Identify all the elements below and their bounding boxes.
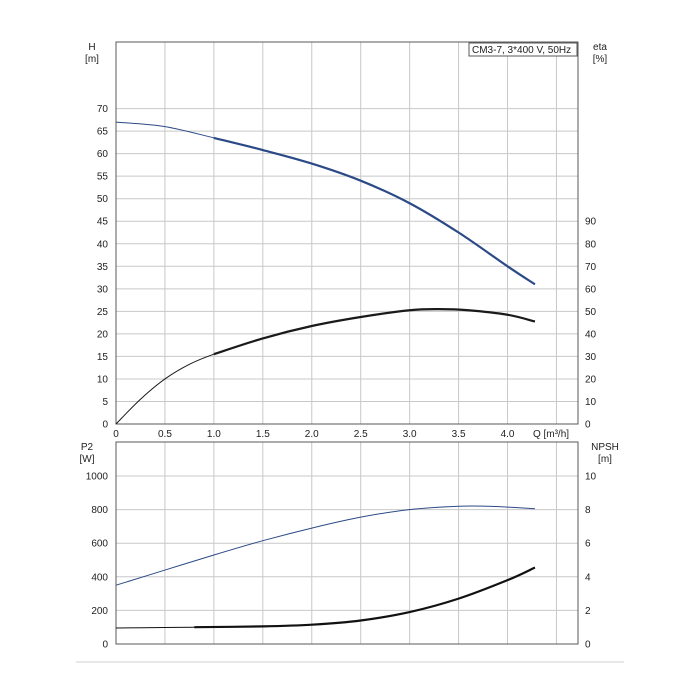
y-left-tick-label: 40 [97,239,109,250]
y-right-tick-label: 0 [585,640,591,651]
x-tick-label: 3.0 [403,429,417,440]
y-left-tick-label: 35 [97,262,109,273]
x-tick-label: 1.5 [256,429,270,440]
y-right-tick-label: 4 [585,572,591,583]
chart-title: CM3-7, 3*400 V, 50Hz [472,45,571,56]
y-left-tick-label: 45 [97,217,109,228]
x-tick-label: 3.5 [452,429,466,440]
y-left-tick-label: 60 [97,149,109,160]
y-left-tick-label: 55 [97,172,109,183]
npsh-curve [194,566,536,629]
y-left-bottom-label: P2 [81,442,94,453]
y-right-tick-label: 0 [585,420,591,431]
y-right-bottom-label: NPSH [591,442,619,453]
y-right-tick-label: 2 [585,606,591,617]
y-left-tick-label: 50 [97,194,109,205]
y-left-tick-label: 5 [102,397,108,408]
y-left-tick-label: 600 [91,539,108,550]
x-tick-label: 1.0 [207,429,221,440]
y-left-tick-label: 20 [97,329,109,340]
y-left-tick-label: 10 [97,374,109,385]
y-left-tick-label: 1000 [86,472,109,483]
y-right-tick-label: 6 [585,539,591,550]
x-tick-label: 0.5 [158,429,172,440]
x-tick-label: 2.0 [305,429,319,440]
y-right-top-unit: [%] [593,54,608,65]
y-left-tick-label: 30 [97,284,109,295]
title-box [468,42,578,57]
y-left-top-unit: [m] [85,54,99,65]
y-right-top-label: eta [593,42,607,53]
y-left-tick-label: 15 [97,352,109,363]
y-right-tick-label: 80 [585,239,597,250]
series-layer [115,121,536,629]
head-curve [213,136,536,286]
tick-labels: 0510152025303540455055606570010203040506… [86,104,597,650]
y-right-tick-label: 30 [585,352,597,363]
x-tick-label: 2.5 [354,429,368,440]
x-tick-label: 0 [113,429,119,440]
y-left-top-label: H [88,42,95,53]
y-left-tick-label: 200 [91,606,108,617]
y-right-tick-label: 90 [585,217,597,228]
y-left-tick-label: 70 [97,104,109,115]
head-curve-thin [115,121,536,285]
y-right-tick-label: 60 [585,284,597,295]
y-left-tick-label: 0 [102,420,108,431]
efficiency-curve [213,307,536,356]
power-curve-thin [115,505,535,586]
y-left-tick-label: 0 [102,640,108,651]
y-right-tick-label: 50 [585,307,597,318]
y-left-tick-label: 400 [91,572,108,583]
bottom-grid [116,442,578,644]
y-left-bottom-unit: [W] [80,454,95,465]
y-right-tick-label: 20 [585,374,597,385]
y-left-tick-label: 65 [97,127,109,138]
y-right-tick-label: 10 [585,397,597,408]
y-right-tick-label: 8 [585,505,591,516]
y-left-tick-label: 25 [97,307,109,318]
y-right-tick-label: 10 [585,472,597,483]
efficiency-curve-thin [115,308,536,425]
x-axis-label: Q [m³/h] [533,429,569,440]
y-right-tick-label: 70 [585,262,597,273]
top-grid [116,42,578,424]
y-left-tick-label: 800 [91,505,108,516]
y-right-bottom-unit: [m] [598,454,612,465]
x-tick-label: 4.0 [501,429,515,440]
y-right-tick-label: 40 [585,329,597,340]
top-plot-frame [115,41,579,425]
bottom-plot-frame [115,441,579,645]
